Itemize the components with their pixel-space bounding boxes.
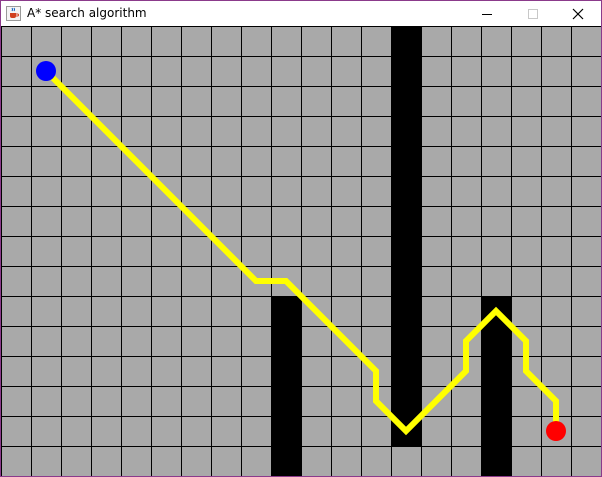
close-icon [572, 8, 584, 19]
title-bar[interactable]: A* search algorithm [1, 1, 601, 26]
maximize-button[interactable] [510, 1, 556, 26]
maximize-icon [528, 8, 538, 19]
path-line [43, 68, 559, 436]
window-title: A* search algorithm [27, 6, 147, 20]
java-cup-icon [6, 6, 21, 21]
goal-node [546, 421, 566, 441]
minimize-button[interactable] [464, 1, 510, 26]
wall-obstacle [271, 296, 301, 476]
minimize-icon [482, 13, 492, 15]
grid-canvas[interactable] [1, 26, 601, 476]
wall-obstacle [481, 296, 511, 476]
wall-obstacle [391, 26, 421, 446]
start-node [36, 61, 56, 81]
close-button[interactable] [555, 1, 601, 26]
